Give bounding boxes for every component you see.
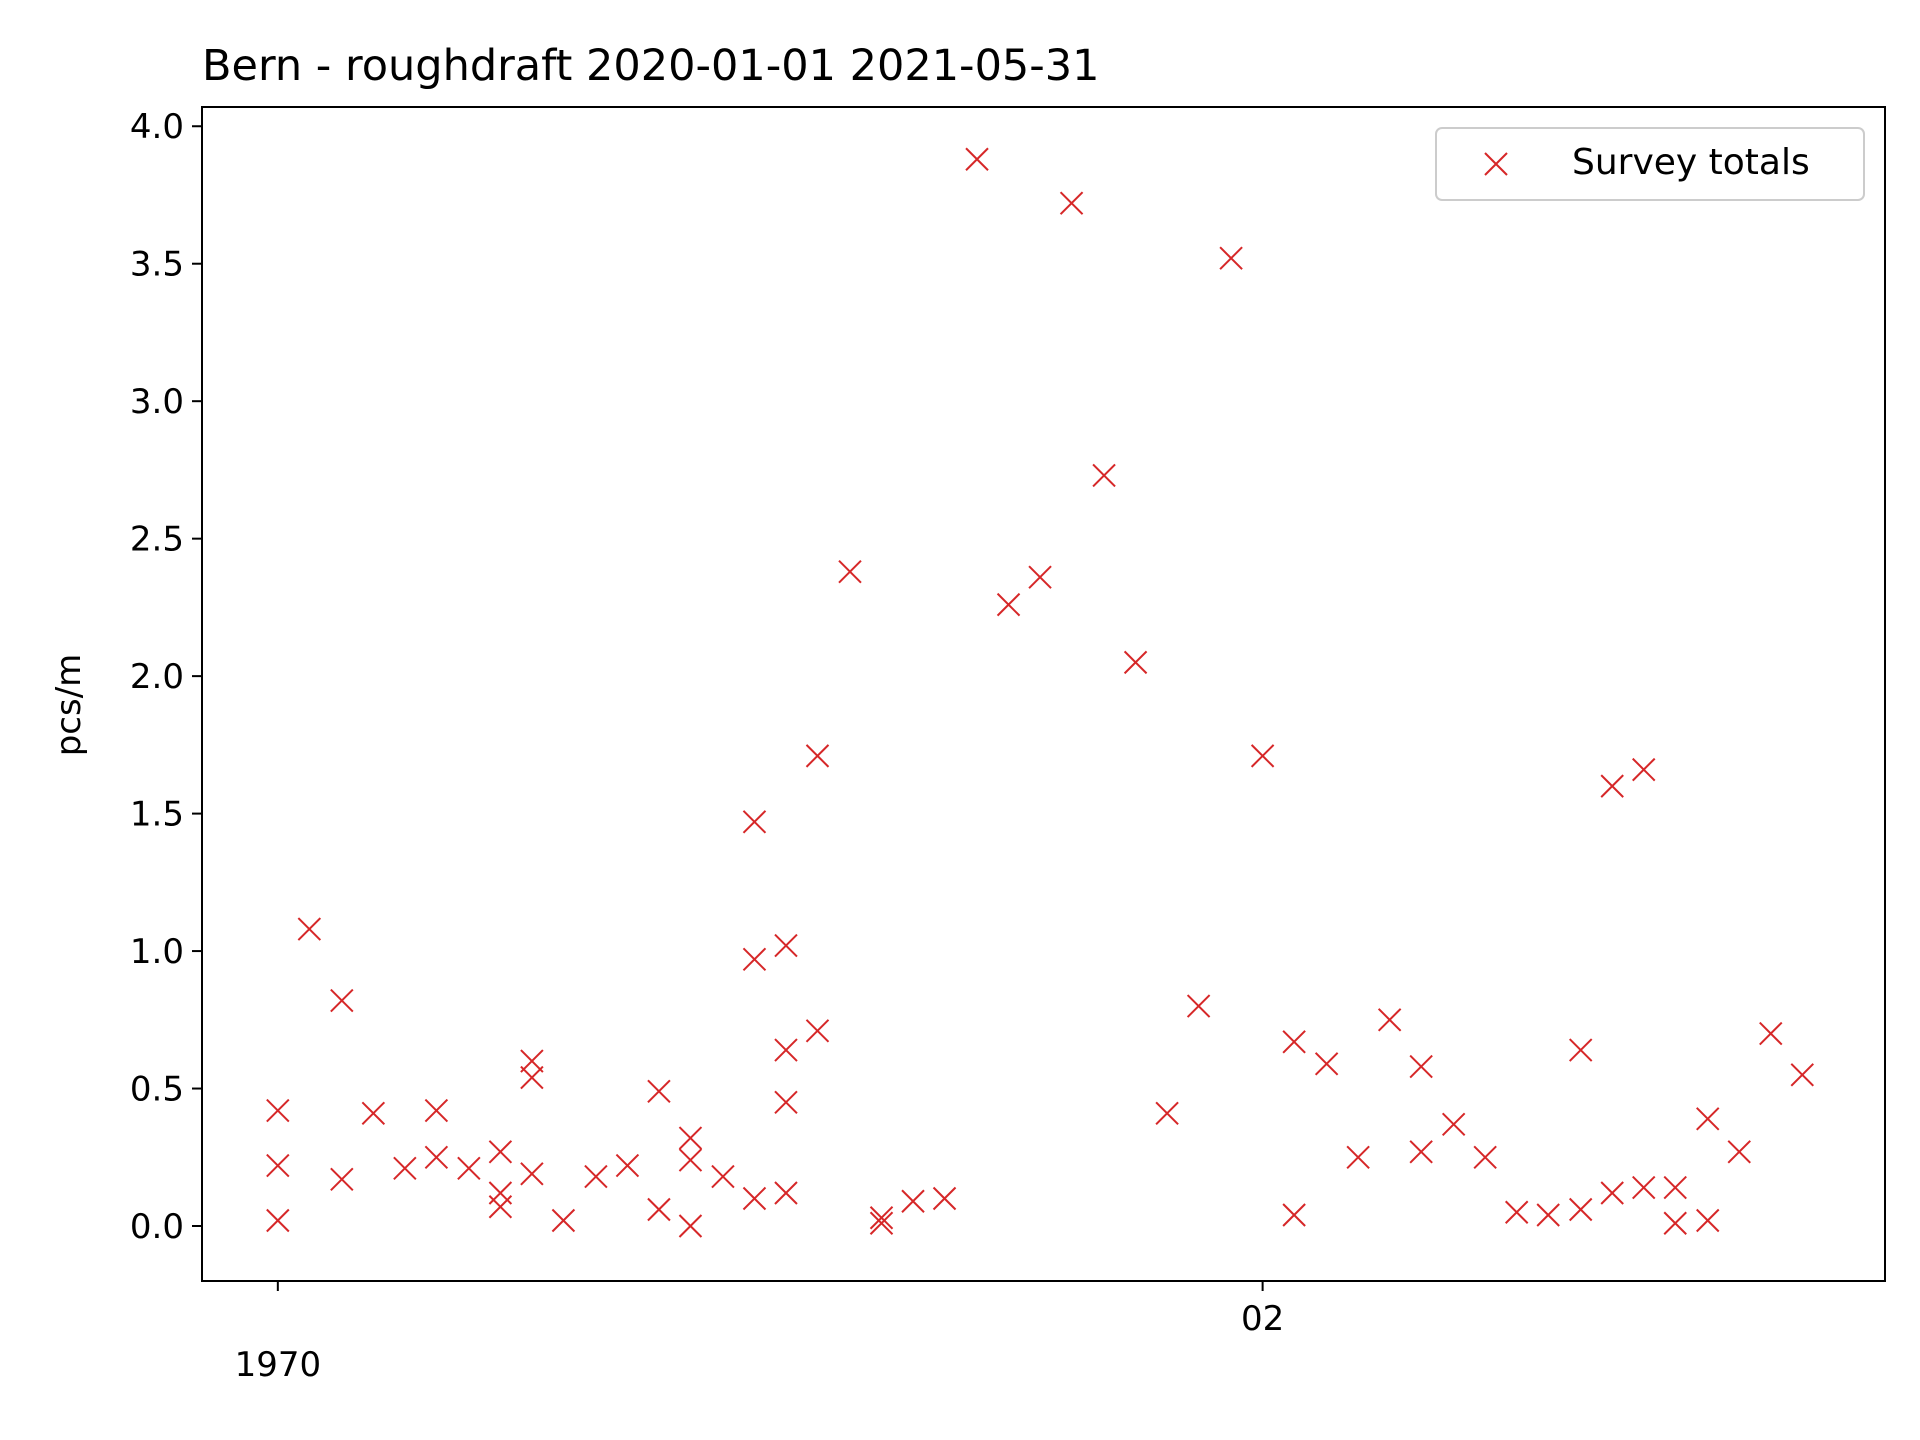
data-point [774,933,798,958]
data-point [1600,1181,1624,1205]
data-point [678,1148,703,1172]
data-point [1727,1140,1751,1164]
data-point [361,1101,386,1125]
data-point [1092,463,1116,488]
data-point [330,1167,354,1191]
data-point [266,1208,290,1233]
data-point [520,1049,544,1073]
data-point [1377,1008,1402,1032]
data-point [1473,1145,1497,1169]
data-point [1250,744,1275,768]
chart-title: Bern - roughdraft 2020-01-01 2021-05-31 [202,41,1100,91]
data-point [869,1211,894,1235]
data-point [520,1162,544,1186]
data-point [1282,1030,1306,1054]
data-point [647,1197,671,1222]
data-point [1568,1038,1593,1062]
data-point [1632,1175,1656,1200]
y-tick-label: 0.0 [130,1207,184,1247]
legend-box [1435,127,1865,201]
data-point [424,1145,449,1169]
data-point [1759,1021,1783,1046]
data-point [678,1214,703,1238]
data-point [1155,1101,1179,1125]
data-point [1409,1054,1433,1079]
data-point [1028,565,1052,589]
data-point [488,1140,513,1164]
data-point [1568,1197,1593,1222]
data-point [297,917,322,941]
data-point [678,1126,703,1150]
x-axis-ticks: 1970 02 [235,1281,1284,1385]
y-tick-label: 2.0 [130,657,184,697]
data-point [551,1208,576,1233]
data-points [266,147,1814,1238]
data-point [424,1098,449,1123]
data-point [711,1164,735,1189]
data-point [1314,1052,1339,1076]
data-point [932,1186,957,1211]
data-point [1409,1140,1433,1164]
data-point [965,147,989,171]
plot-area-frame [201,106,1886,1282]
y-tick-label: 1.0 [130,932,184,972]
data-point [520,1065,544,1090]
data-point [1790,1063,1814,1087]
data-point [488,1195,513,1219]
data-point [742,1186,767,1211]
y-tick-label: 1.5 [130,795,184,835]
data-point [266,1098,290,1123]
data-point [647,1079,671,1103]
data-point [742,947,767,972]
legend: Survey totals [1435,127,1865,201]
data-point [1346,1145,1370,1169]
data-point [774,1181,798,1205]
data-point [838,559,862,584]
y-tick-label: 4.0 [130,107,184,147]
data-point [266,1153,290,1178]
y-tick-label: 3.5 [130,245,184,285]
data-point [774,1090,798,1114]
data-point [742,810,767,834]
y-axis-ticks: 0.0 0.5 1.0 1.5 2.0 2.5 3.0 3.5 4.0 [130,107,202,1247]
data-point [1663,1175,1687,1200]
y-tick-label: 2.5 [130,520,184,560]
data-point [1696,1208,1720,1233]
data-point [1186,994,1211,1018]
data-point [1059,191,1084,215]
x-tick-label: 02 [1241,1299,1284,1339]
data-point [1536,1203,1560,1227]
y-tick-label: 3.0 [130,382,184,422]
data-point [615,1153,640,1178]
data-point [1696,1107,1720,1131]
data-point [869,1206,894,1230]
data-point [1504,1200,1529,1224]
data-point [1663,1211,1687,1235]
data-point [901,1189,925,1213]
data-point [1600,774,1624,798]
data-point [805,744,830,768]
data-point [457,1156,481,1180]
data-point [996,592,1021,617]
legend-label: Survey totals [1572,142,1810,183]
data-point [805,1019,830,1043]
data-point [1123,650,1148,675]
x-tick-label: 1970 [235,1345,322,1385]
data-point [393,1156,417,1180]
data-point [1441,1112,1466,1136]
data-point [1632,757,1656,782]
y-axis-label: pcs/m [49,654,89,757]
data-point [1219,246,1243,270]
data-point [774,1038,798,1062]
data-point [330,988,354,1013]
legend-marker-icon [1484,152,1508,176]
data-point [584,1164,608,1189]
y-tick-label: 0.5 [130,1070,184,1110]
data-point [1282,1203,1306,1227]
